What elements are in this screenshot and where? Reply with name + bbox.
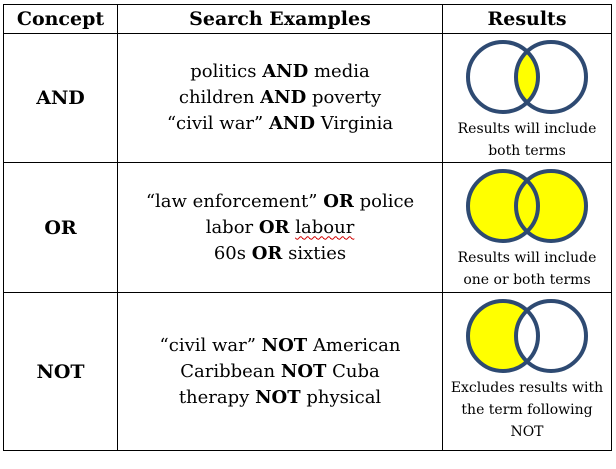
result-description: Excludes results with the term following… — [450, 380, 604, 440]
example-line: children AND poverty — [178, 87, 382, 108]
results-header: Results — [442, 4, 612, 34]
example-line: Caribbean NOT Cuba — [180, 360, 380, 382]
concept-header: Concept — [3, 4, 118, 34]
result-description: Results will include one or both terms — [457, 250, 597, 288]
table-row: OR “law enforcement” OR police labor OR … — [3, 162, 612, 293]
results-cell: Results will include both terms — [442, 33, 612, 163]
examples-cell: “law enforcement” OR police labor OR lab… — [117, 162, 443, 293]
example-line: labor OR labour — [205, 216, 355, 238]
search-examples-header: Search Examples — [117, 4, 443, 34]
venn-not-icon — [466, 299, 588, 373]
venn-and-icon — [466, 40, 588, 114]
results-cell: Results will include one or both terms — [442, 162, 612, 293]
header-row: Concept Search Examples Results — [3, 4, 612, 34]
concept-cell: OR — [3, 162, 118, 293]
boolean-operators-table: Concept Search Examples Results AND poli… — [3, 4, 612, 451]
concept-cell: AND — [3, 33, 118, 163]
table-row: AND politics AND media children AND pove… — [3, 33, 612, 163]
example-line: therapy NOT physical — [178, 386, 382, 408]
example-line: “civil war” AND Virginia — [166, 113, 394, 134]
example-line: 60s OR sixties — [213, 242, 347, 264]
venn-or-icon — [466, 169, 588, 243]
example-line: “civil war” NOT American — [159, 334, 401, 356]
examples-cell: “civil war” NOT American Caribbean NOT C… — [117, 292, 443, 451]
table-row: NOT “civil war” NOT American Caribbean N… — [3, 292, 612, 451]
results-cell: Excludes results with the term following… — [442, 292, 612, 451]
example-line: “law enforcement” OR police — [145, 190, 415, 212]
concept-cell: NOT — [3, 292, 118, 451]
example-line: politics AND media — [190, 61, 370, 82]
examples-cell: politics AND media children AND poverty … — [117, 33, 443, 163]
result-description: Results will include both terms — [457, 121, 597, 159]
